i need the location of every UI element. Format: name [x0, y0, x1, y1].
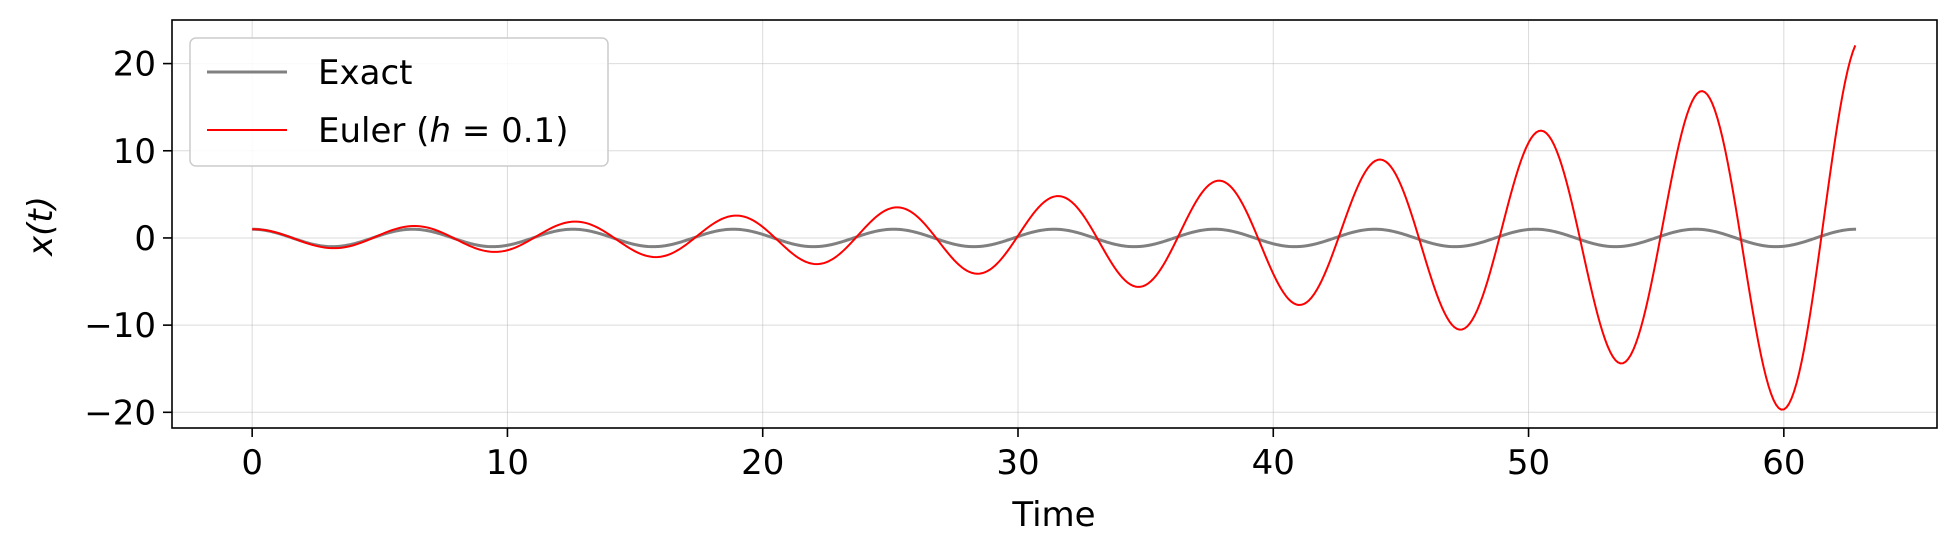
axis-ticks: 0 10 20 30 40 50 60 −20 −10 0 10 20 — [84, 45, 1805, 483]
x-tick-label: 20 — [741, 443, 784, 483]
legend-box — [189, 37, 609, 167]
x-tick-label: 30 — [996, 443, 1039, 483]
x-tick-label: 60 — [1762, 443, 1805, 483]
x-tick-label: 0 — [241, 443, 263, 483]
x-axis-label: Time — [1011, 495, 1095, 535]
x-tick-label: 50 — [1507, 443, 1550, 483]
series-lines — [251, 44, 1857, 411]
x-tick-label: 40 — [1252, 443, 1295, 483]
y-tick-label: 20 — [113, 45, 156, 85]
y-axis-label: x(t) — [21, 196, 61, 257]
series-line-euler — [252, 44, 1857, 411]
legend: Exact Euler (h = 0.1) — [189, 37, 609, 167]
y-tick-label: 0 — [134, 219, 156, 259]
x-tick-label: 10 — [486, 443, 529, 483]
y-tick-label: −20 — [84, 393, 156, 433]
plot-frame — [171, 19, 1938, 429]
y-tick-label: 10 — [113, 132, 156, 172]
legend-label-euler: Euler (h = 0.1) — [318, 111, 568, 151]
legend-label-exact: Exact — [318, 53, 412, 93]
series-line-exact — [251, 227, 1857, 249]
y-tick-label: −10 — [84, 306, 156, 346]
